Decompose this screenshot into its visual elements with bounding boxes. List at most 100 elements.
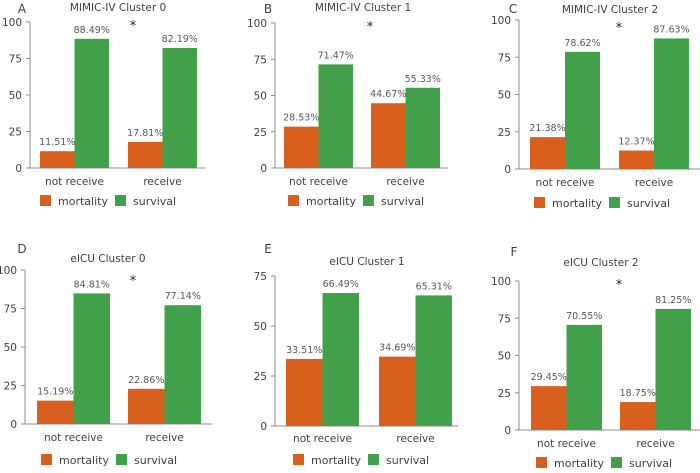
y-tick-label-b: 50 <box>254 91 267 103</box>
legend-label-survival-d: survival <box>134 454 177 467</box>
legend-swatch-mortality-f <box>536 457 547 468</box>
legend-swatch-mortality-d <box>41 454 52 465</box>
y-tick-label-e: 0 <box>260 421 267 433</box>
bar-mortality-a <box>40 151 75 168</box>
y-tick-label-a: 75 <box>9 54 22 66</box>
data-label-survival-b: 55.33% <box>405 74 441 85</box>
legend-label-survival-b: survival <box>381 195 424 208</box>
legend-swatch-survival-b <box>363 195 374 206</box>
data-label-survival-a: 88.49% <box>74 25 110 36</box>
bar-survival-b <box>405 87 440 168</box>
legend-label-mortality-f: mortality <box>554 457 604 470</box>
y-tick-label-d: 75 <box>4 304 17 316</box>
legend-swatch-survival-c <box>609 197 620 208</box>
data-label-mortality-d: 15.19% <box>37 387 73 398</box>
x-category-label-f: not receive <box>537 438 596 450</box>
y-tick-label-f: 0 <box>504 425 511 437</box>
significance-marker-b: * <box>367 20 374 35</box>
legend-label-survival-c: survival <box>627 197 670 210</box>
legend-label-mortality-e: mortality <box>311 454 361 467</box>
y-tick-label-a: 50 <box>9 90 22 102</box>
bar-survival-c <box>654 38 689 169</box>
data-label-mortality-e: 34.69% <box>379 343 415 354</box>
significance-marker-d: * <box>130 274 137 289</box>
y-tick-label-b: 75 <box>254 54 267 66</box>
y-tick-label-e: 50 <box>254 321 267 333</box>
bar-mortality-d <box>128 388 165 424</box>
y-tick-label-e: 25 <box>254 371 267 383</box>
panel-letter-c: C <box>509 2 517 16</box>
legend-swatch-mortality-e <box>293 454 304 465</box>
y-tick-label-d: 100 <box>0 265 17 277</box>
legend-label-survival-e: survival <box>386 454 429 467</box>
data-label-mortality-a: 17.81% <box>127 128 163 139</box>
chart-title-e: eICU Cluster 1 <box>329 256 404 268</box>
legend-swatch-mortality-a <box>40 195 51 206</box>
data-label-mortality-b: 28.53% <box>283 113 319 124</box>
bar-survival-c <box>565 51 600 169</box>
x-category-label-d: receive <box>145 432 183 444</box>
legend-swatch-survival-d <box>116 454 127 465</box>
significance-marker-f: * <box>616 278 623 293</box>
data-label-survival-c: 87.63% <box>653 24 689 35</box>
x-category-label-d: not receive <box>44 432 103 444</box>
y-tick-label-c: 25 <box>498 127 511 139</box>
bar-survival-e <box>415 295 452 426</box>
bar-mortality-e <box>286 358 323 426</box>
bar-mortality-c <box>619 150 654 169</box>
x-category-label-f: receive <box>636 438 674 450</box>
bar-survival-e <box>322 293 359 426</box>
y-tick-label-f: 75 <box>498 313 511 325</box>
bar-mortality-c <box>530 137 565 169</box>
y-tick-label-a: 25 <box>9 127 22 139</box>
y-tick-label-e: 75 <box>254 271 267 283</box>
bar-survival-f <box>655 308 691 430</box>
y-tick-label-d: 25 <box>4 381 17 393</box>
y-tick-label-a: 100 <box>2 17 22 29</box>
data-label-survival-a: 82.19% <box>162 34 198 45</box>
y-tick-label-d: 0 <box>10 419 17 431</box>
bar-survival-b <box>318 64 353 168</box>
x-category-label-e: receive <box>396 433 434 445</box>
legend-swatch-survival-f <box>611 457 622 468</box>
y-tick-label-b: 0 <box>260 163 267 175</box>
x-category-label-b: not receive <box>289 176 348 188</box>
chart-title-b: MIMIC-IV Cluster 1 <box>315 2 411 14</box>
legend-label-mortality-a: mortality <box>58 195 108 208</box>
data-label-survival-e: 66.49% <box>323 279 359 290</box>
chart-title-f: eICU Cluster 2 <box>563 257 638 269</box>
bar-survival-f <box>566 324 602 430</box>
legend-swatch-mortality-b <box>288 195 299 206</box>
x-category-label-a: receive <box>143 176 181 188</box>
legend-swatch-survival-a <box>115 195 126 206</box>
y-tick-label-c: 100 <box>491 15 511 27</box>
data-label-survival-d: 77.14% <box>165 291 201 302</box>
bar-survival-d <box>73 293 110 424</box>
panel-letter-e: E <box>264 242 272 256</box>
bar-mortality-a <box>128 141 163 168</box>
data-label-survival-d: 84.81% <box>74 279 110 290</box>
panel-letter-a: A <box>18 2 27 16</box>
panel-letter-d: D <box>17 242 26 256</box>
data-label-mortality-d: 22.86% <box>128 375 164 386</box>
significance-marker-a: * <box>130 19 137 34</box>
bar-mortality-f <box>620 402 656 430</box>
y-tick-label-c: 0 <box>504 164 511 176</box>
bar-mortality-f <box>531 386 567 430</box>
y-tick-label-d: 50 <box>4 342 17 354</box>
bar-mortality-b <box>371 103 406 168</box>
y-tick-label-b: 25 <box>254 127 267 139</box>
y-tick-label-c: 75 <box>498 52 511 64</box>
data-label-survival-c: 78.62% <box>564 38 600 49</box>
data-label-survival-b: 71.47% <box>318 50 354 61</box>
legend-label-mortality-b: mortality <box>306 195 356 208</box>
legend-swatch-mortality-c <box>534 197 545 208</box>
legend-label-mortality-c: mortality <box>552 197 602 210</box>
data-label-mortality-f: 18.75% <box>620 388 656 399</box>
y-tick-label-f: 25 <box>498 388 511 400</box>
y-tick-label-f: 50 <box>498 351 511 363</box>
data-label-survival-f: 81.25% <box>655 295 691 306</box>
bar-survival-a <box>162 48 197 168</box>
data-label-survival-e: 65.31% <box>416 281 452 292</box>
